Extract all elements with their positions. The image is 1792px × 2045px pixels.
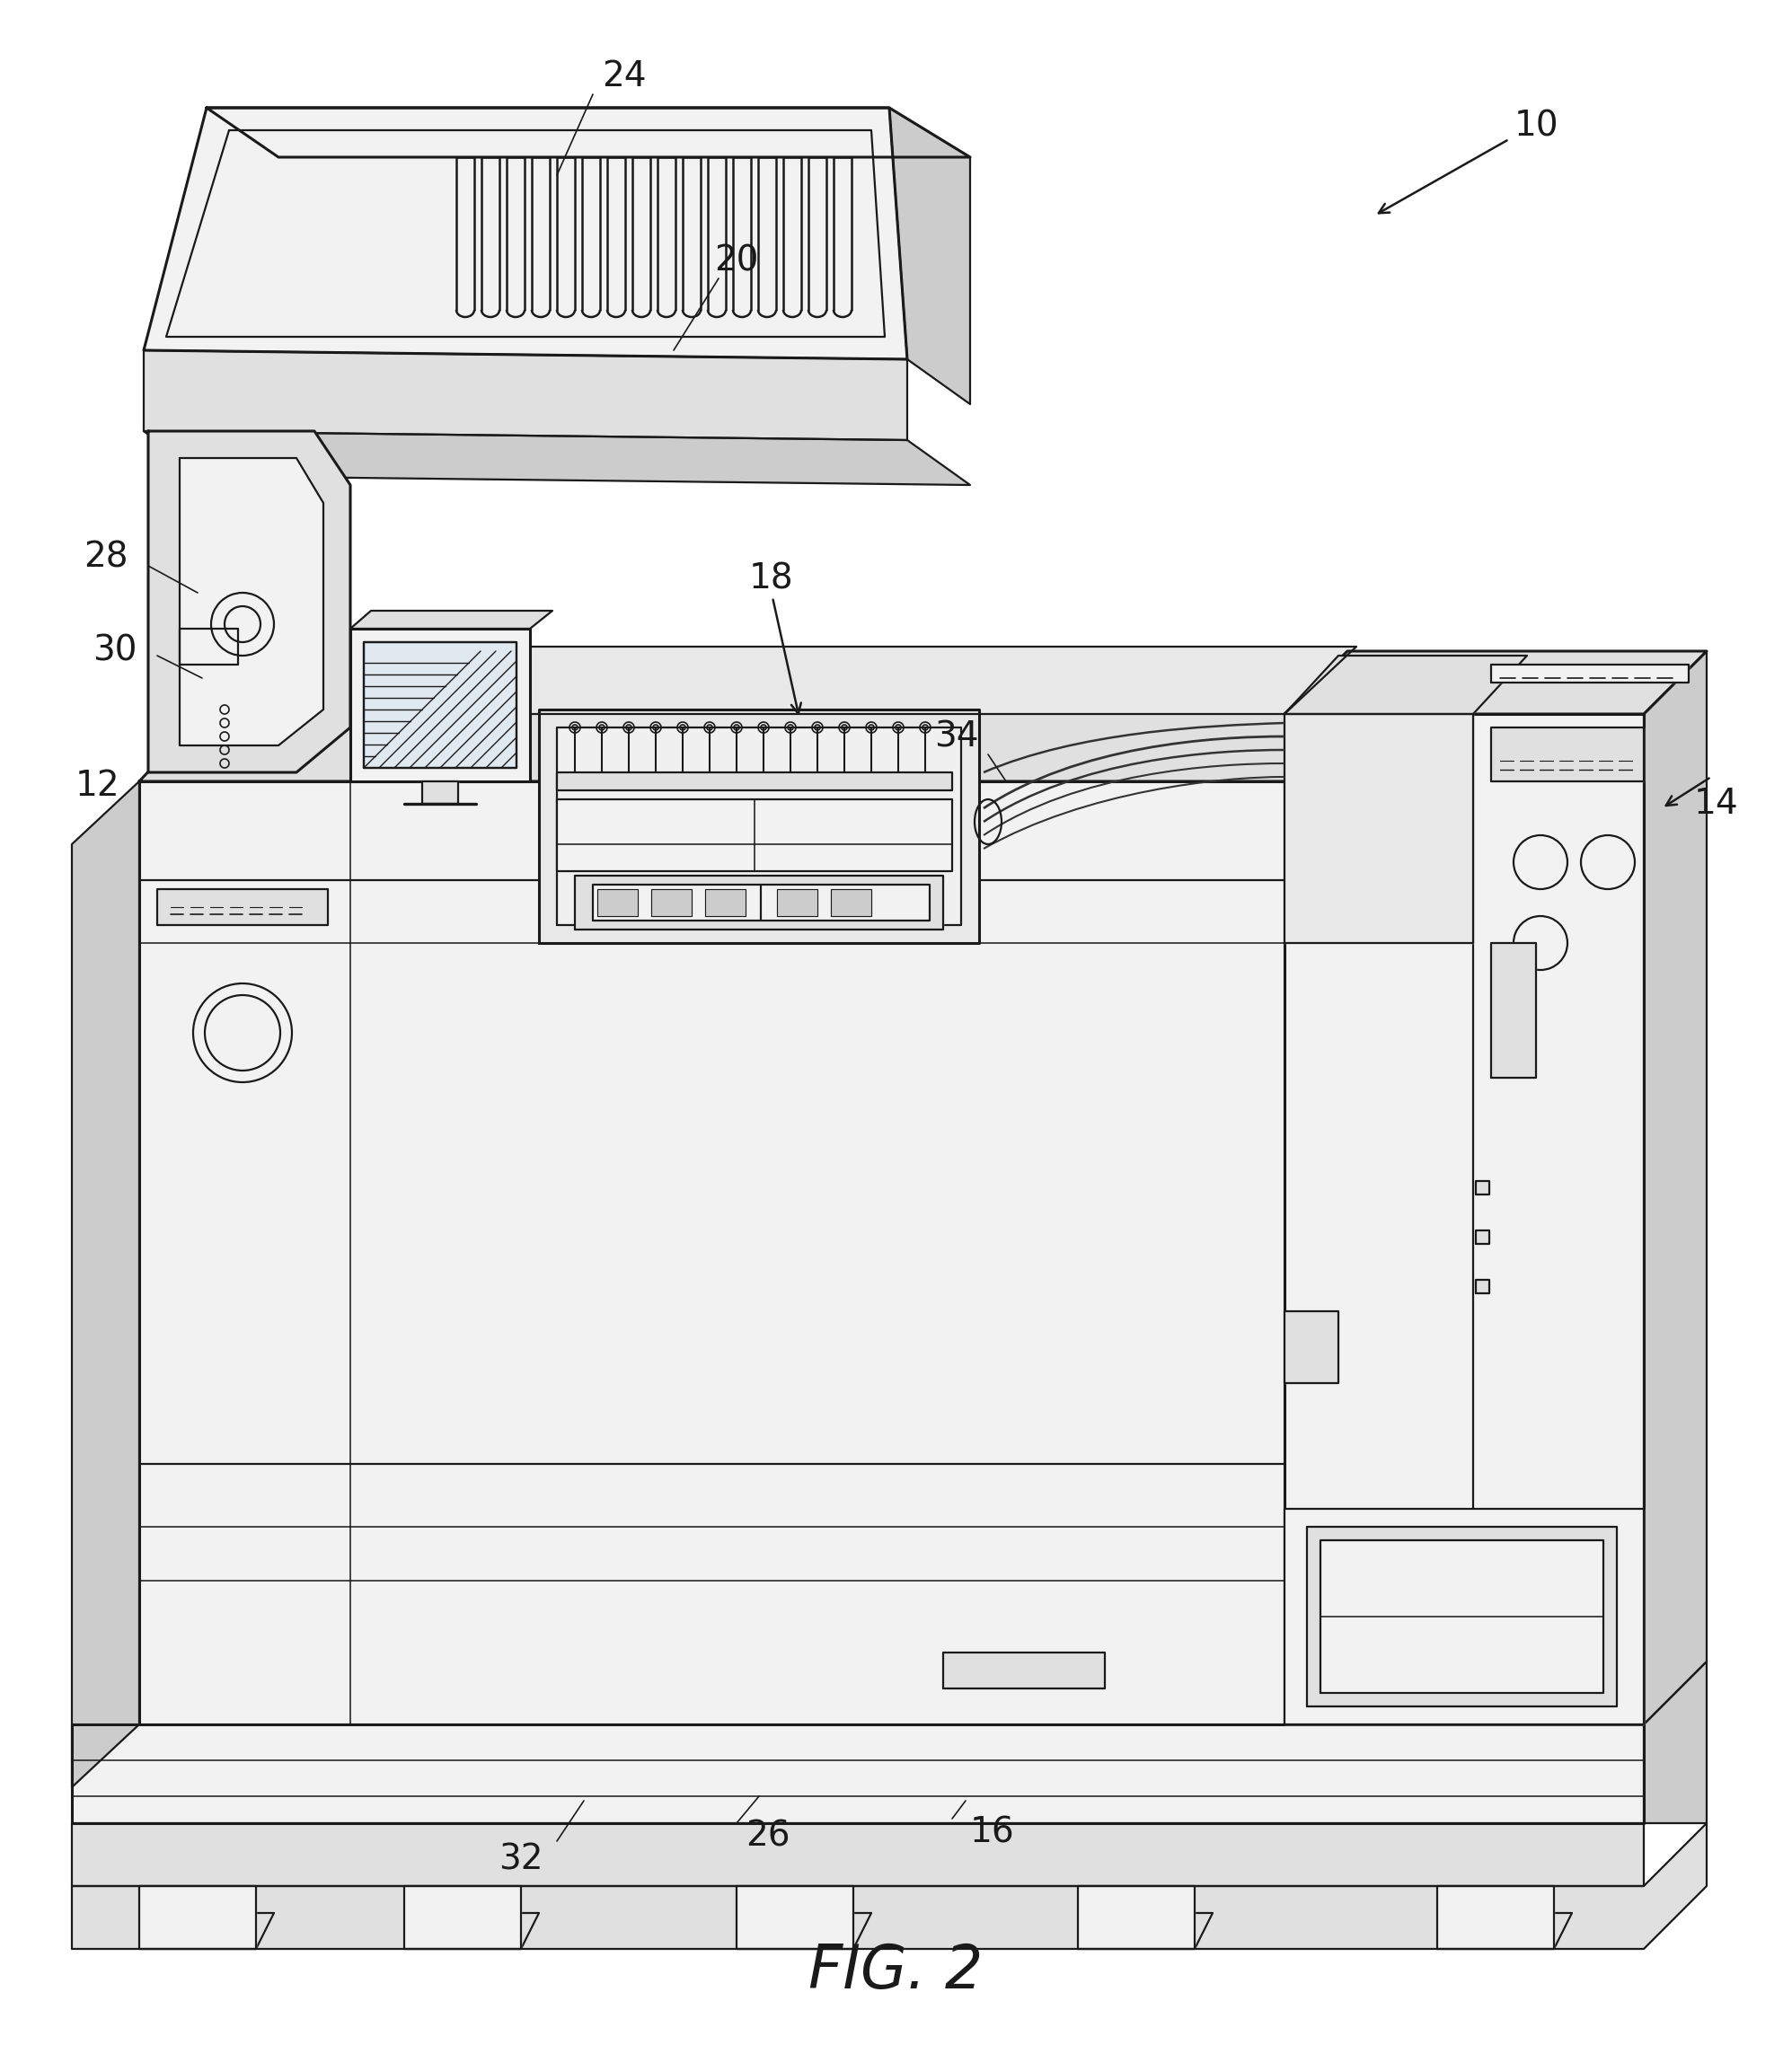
Polygon shape xyxy=(1285,1311,1339,1382)
Polygon shape xyxy=(704,890,745,916)
Polygon shape xyxy=(149,431,349,773)
Polygon shape xyxy=(1437,1885,1572,1949)
Polygon shape xyxy=(539,710,978,943)
Polygon shape xyxy=(140,781,1285,1724)
Polygon shape xyxy=(1643,1661,1706,1824)
Polygon shape xyxy=(143,108,907,360)
Polygon shape xyxy=(943,1652,1106,1689)
Text: 20: 20 xyxy=(715,243,758,278)
Polygon shape xyxy=(1285,714,1473,943)
Polygon shape xyxy=(1079,1885,1195,1949)
Polygon shape xyxy=(1491,665,1688,683)
Polygon shape xyxy=(1285,714,1643,1724)
Polygon shape xyxy=(140,1885,256,1949)
Text: 26: 26 xyxy=(745,1820,790,1853)
Polygon shape xyxy=(1477,1280,1489,1292)
Polygon shape xyxy=(349,611,552,628)
Polygon shape xyxy=(1491,728,1643,781)
Polygon shape xyxy=(72,1824,1643,1885)
Polygon shape xyxy=(737,1885,853,1949)
Polygon shape xyxy=(1306,1528,1616,1706)
Polygon shape xyxy=(557,728,961,924)
Polygon shape xyxy=(140,1885,274,1949)
Text: 12: 12 xyxy=(75,769,120,804)
Text: 18: 18 xyxy=(749,562,794,597)
Text: FIG. 2: FIG. 2 xyxy=(808,1941,982,2000)
Polygon shape xyxy=(650,890,692,916)
Polygon shape xyxy=(405,1885,539,1949)
Polygon shape xyxy=(349,628,530,781)
Text: 14: 14 xyxy=(1693,787,1738,820)
Polygon shape xyxy=(597,890,638,916)
Polygon shape xyxy=(143,350,907,440)
Polygon shape xyxy=(1477,1182,1489,1194)
Polygon shape xyxy=(423,781,459,804)
Polygon shape xyxy=(1643,650,1706,1724)
Polygon shape xyxy=(889,108,969,405)
Text: 16: 16 xyxy=(969,1816,1014,1849)
Text: 32: 32 xyxy=(498,1843,543,1875)
Polygon shape xyxy=(1321,1540,1604,1693)
Polygon shape xyxy=(158,890,328,924)
Text: 30: 30 xyxy=(93,634,138,669)
Polygon shape xyxy=(72,1824,1706,1949)
Text: 10: 10 xyxy=(1514,108,1559,143)
Polygon shape xyxy=(831,890,871,916)
Polygon shape xyxy=(405,1885,521,1949)
Text: 34: 34 xyxy=(934,720,978,753)
Text: 24: 24 xyxy=(602,59,647,94)
Polygon shape xyxy=(1437,1885,1554,1949)
Polygon shape xyxy=(557,773,952,789)
Polygon shape xyxy=(179,458,323,746)
Polygon shape xyxy=(143,431,969,485)
Polygon shape xyxy=(349,646,1357,714)
Polygon shape xyxy=(72,781,140,1787)
Polygon shape xyxy=(737,1885,871,1949)
Polygon shape xyxy=(1285,650,1706,714)
Polygon shape xyxy=(575,875,943,930)
Polygon shape xyxy=(1079,1885,1213,1949)
Polygon shape xyxy=(1285,1509,1643,1724)
Polygon shape xyxy=(1285,656,1527,714)
Polygon shape xyxy=(593,885,930,920)
Polygon shape xyxy=(557,800,952,871)
Polygon shape xyxy=(140,710,1357,781)
Polygon shape xyxy=(364,642,516,767)
Text: 28: 28 xyxy=(84,540,129,575)
Polygon shape xyxy=(1491,943,1536,1078)
Polygon shape xyxy=(778,890,817,916)
Polygon shape xyxy=(1477,1231,1489,1243)
Polygon shape xyxy=(206,108,969,157)
Polygon shape xyxy=(72,1724,1643,1824)
